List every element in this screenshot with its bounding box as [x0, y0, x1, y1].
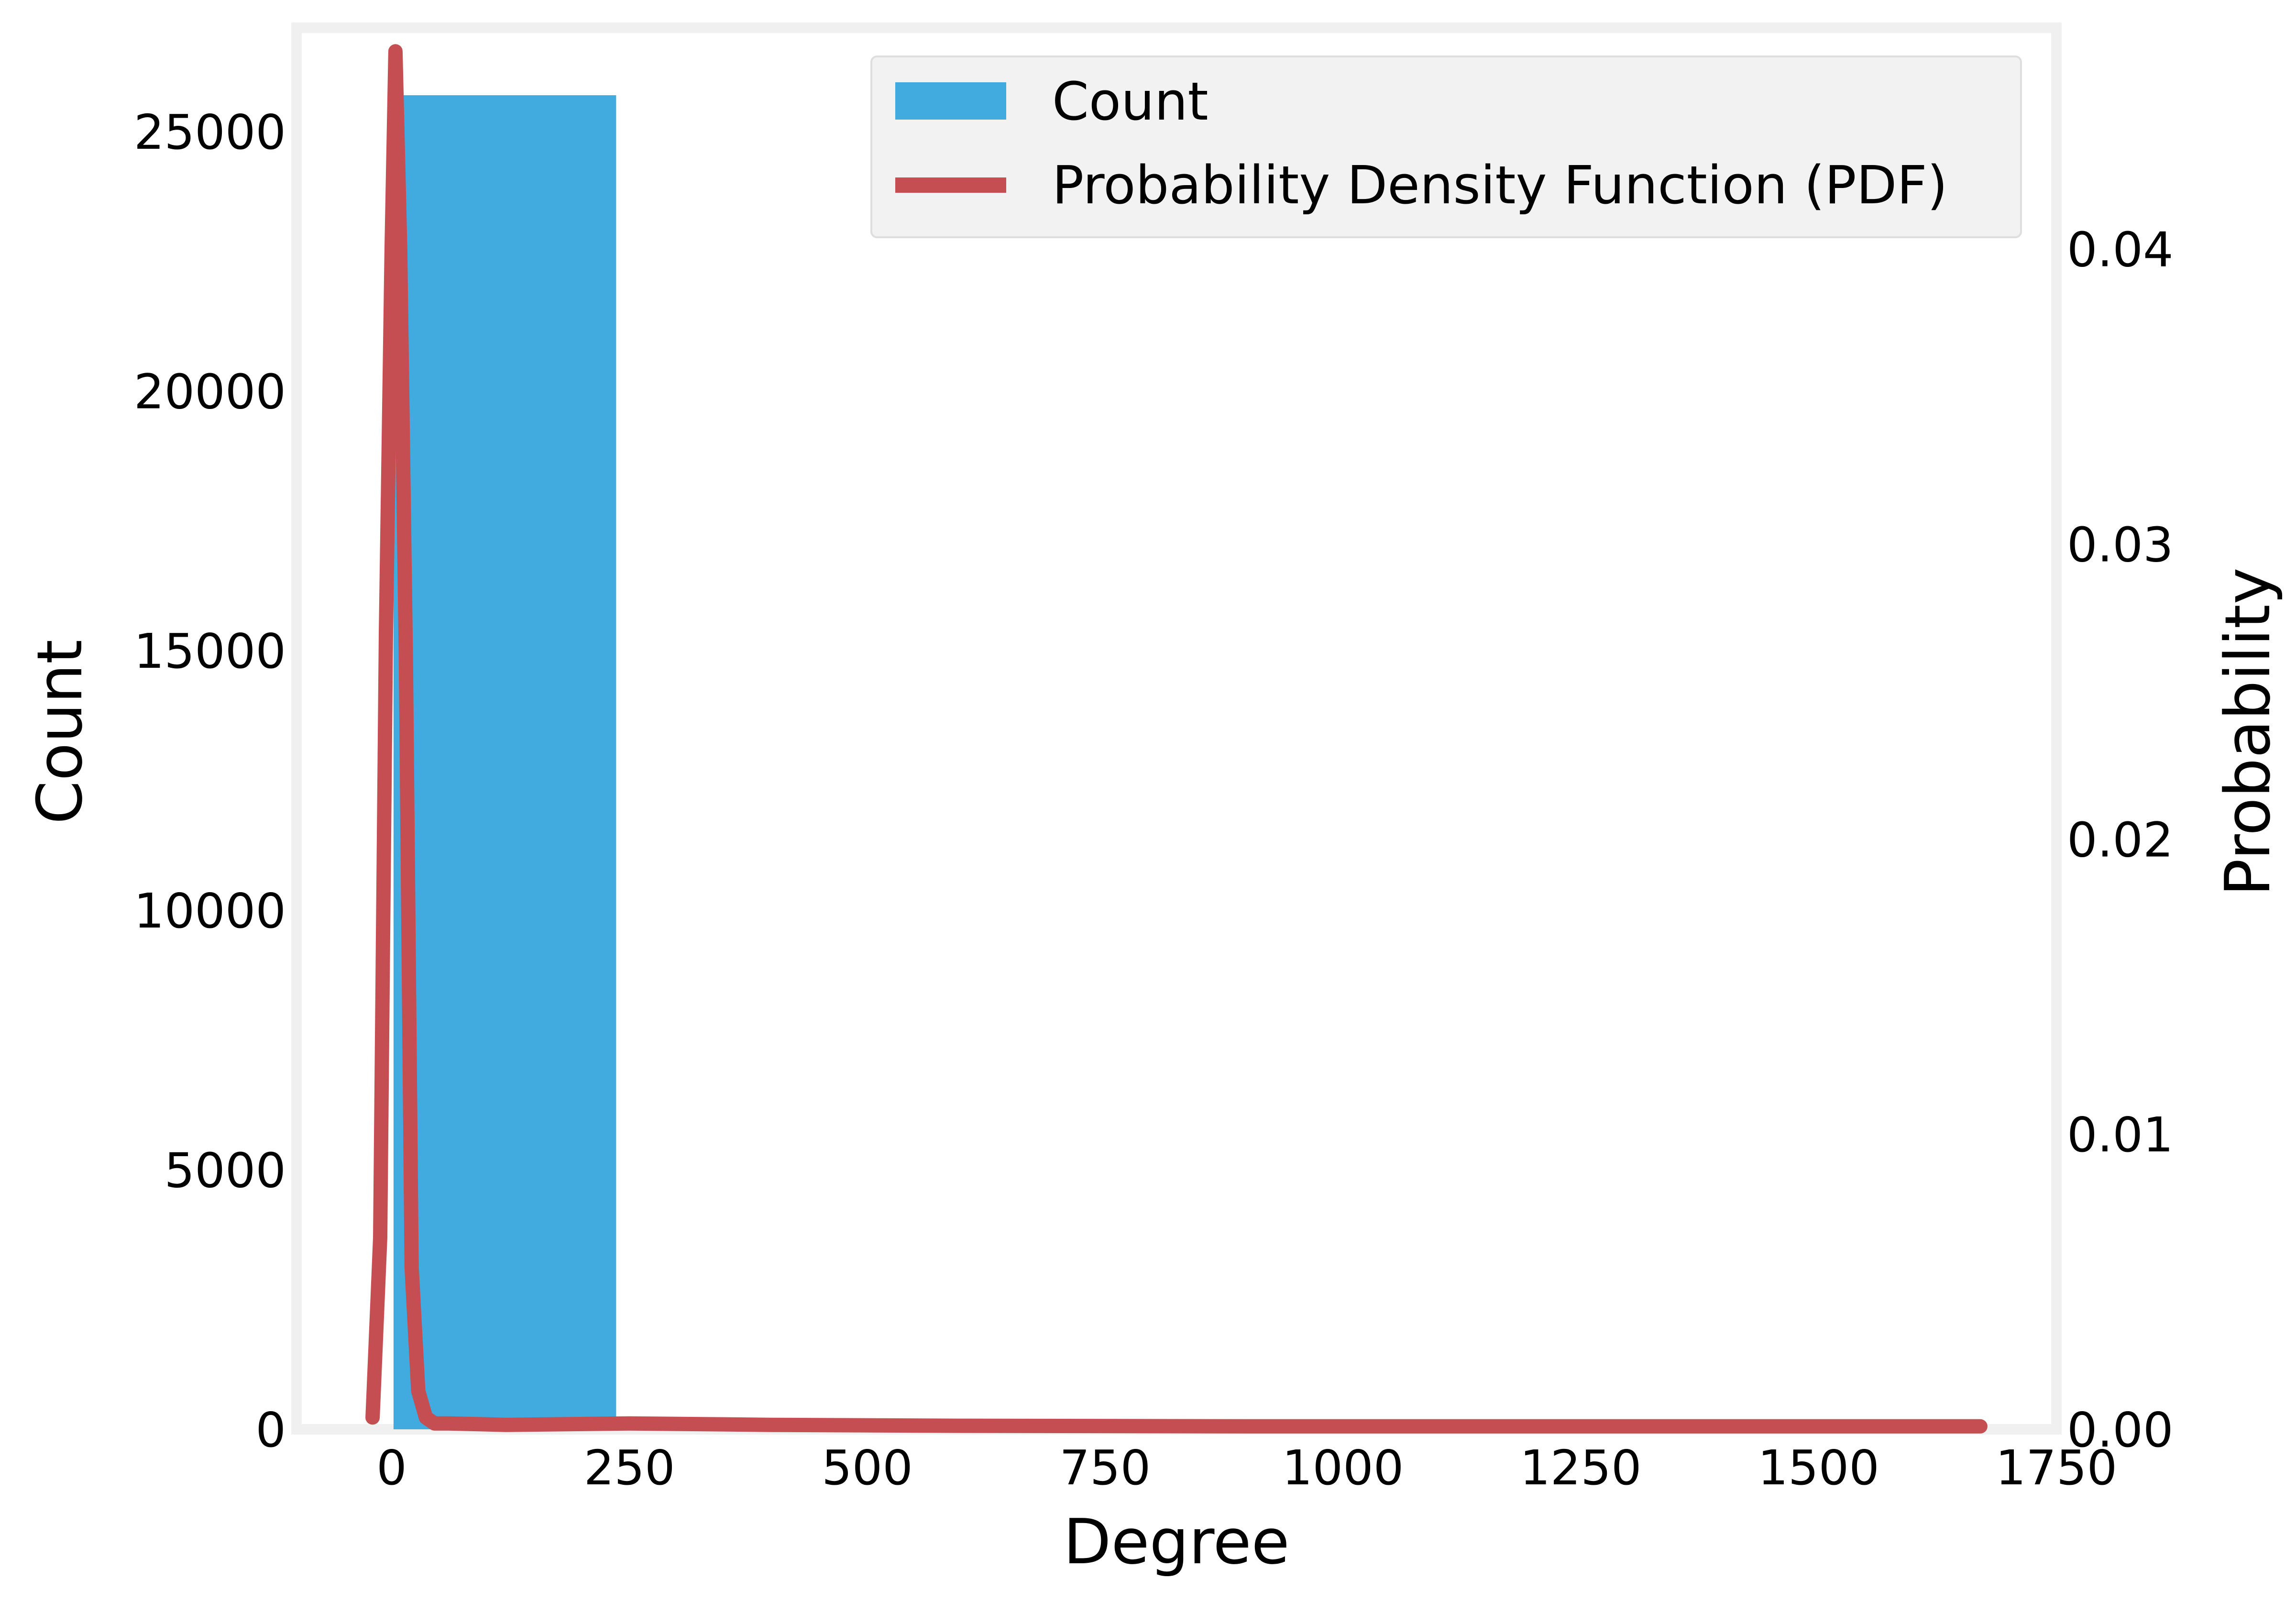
count-bar-0 [393, 95, 616, 1430]
y-tick-label: 25000 [134, 104, 286, 160]
y2-tick-label: 0.04 [2067, 222, 2174, 278]
legend-label-pdf: Probability Density Function (PDF) [1052, 155, 1948, 216]
legend: Count Probability Density Function (PDF) [870, 55, 2022, 238]
y-axis-ticks: 0 5000 10000 15000 20000 25000 [134, 104, 286, 1458]
x-tick-label: 750 [1059, 1440, 1151, 1496]
y2-axis-title: Probability [2211, 567, 2284, 896]
x-tick-label: 1750 [1996, 1440, 2118, 1496]
x-tick-label: 500 [822, 1440, 913, 1496]
y2-tick-label: 0.02 [2067, 812, 2174, 868]
y2-tick-label: 0.01 [2067, 1107, 2174, 1163]
y-axis-title: Count [23, 640, 96, 824]
y-tick-label: 10000 [134, 883, 286, 939]
pdf-line-layer [365, 44, 1988, 1434]
x-tick-label: 1000 [1282, 1440, 1404, 1496]
x-axis-ticks: 0 250 500 750 1000 1250 1500 1750 [376, 1440, 2117, 1496]
legend-box [870, 55, 2022, 238]
x-tick-label: 250 [584, 1440, 675, 1496]
x-tick-label: 0 [376, 1440, 407, 1496]
legend-swatch-count [895, 82, 1006, 120]
legend-label-count: Count [1052, 71, 1208, 132]
y-tick-label: 15000 [134, 623, 286, 679]
x-tick-label: 1250 [1520, 1440, 1642, 1496]
y-tick-label: 0 [255, 1402, 286, 1458]
y-tick-label: 5000 [165, 1142, 286, 1198]
y2-axis-ticks: 0.00 0.01 0.02 0.03 0.04 [2067, 222, 2174, 1458]
y2-tick-label: 0.00 [2067, 1402, 2174, 1458]
count-bars [393, 95, 616, 1430]
y-tick-label: 20000 [134, 364, 286, 420]
x-axis-title: Degree [1063, 1505, 1289, 1578]
x-tick-label: 1500 [1758, 1440, 1879, 1496]
pdf-line [365, 44, 1988, 1434]
y2-tick-label: 0.03 [2067, 517, 2174, 573]
